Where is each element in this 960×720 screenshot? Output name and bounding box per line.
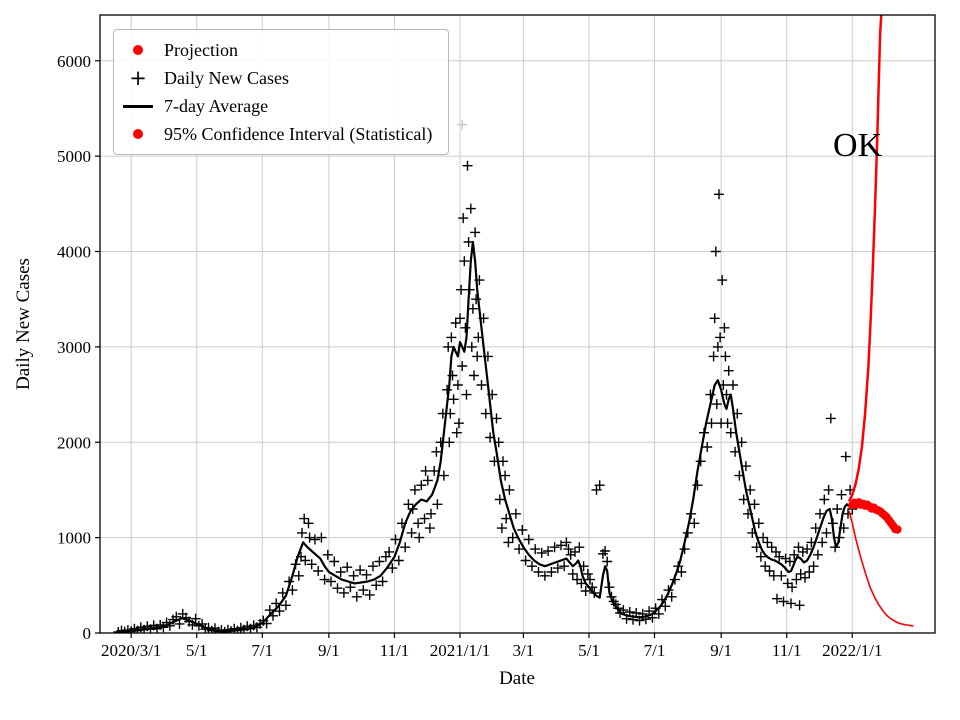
projection-dots	[848, 498, 902, 534]
legend-label: 95% Confidence Interval (Statistical)	[164, 123, 433, 144]
y-tick-label: 5000	[57, 147, 91, 166]
legend-item-confidence-interval: 95% Confidence Interval (Statistical)	[120, 120, 432, 148]
seven-day-average-line	[118, 240, 853, 633]
legend-label: 7-day Average	[164, 95, 269, 116]
tick-marks	[95, 60, 853, 638]
y-tick-label: 0	[83, 624, 92, 643]
x-tick-label: 5/1	[578, 641, 600, 660]
projection-dot-icon	[120, 45, 156, 55]
y-tick-label: 1000	[57, 529, 91, 548]
annotation-text: OK	[833, 127, 883, 164]
legend-item-7day-average: 7-day Average	[120, 92, 432, 120]
x-tick-label: 5/1	[186, 641, 208, 660]
confidence-interval-upper-line	[847, 15, 883, 502]
y-tick-label: 2000	[57, 433, 91, 452]
y-axis-label: Daily New Cases	[13, 258, 34, 390]
legend-label: Daily New Cases	[164, 67, 289, 88]
y-tick-label: 3000	[57, 338, 91, 357]
x-tick-label: 7/1	[644, 641, 666, 660]
confidence-interval-lower-line	[848, 510, 914, 627]
x-axis-label: Date	[499, 668, 535, 689]
x-tick-label: 2021/1/1	[430, 641, 490, 660]
x-tick-label: 11/1	[380, 641, 410, 660]
confidence-dot-icon	[120, 129, 156, 139]
y-tick-label: 6000	[57, 52, 91, 71]
x-tick-label: 11/1	[772, 641, 802, 660]
series-layer	[113, 15, 914, 633]
stray-point-markers	[457, 119, 468, 130]
x-tick-label: 9/1	[710, 641, 732, 660]
plus-marker-icon	[120, 68, 156, 89]
x-tick-label: 9/1	[318, 641, 340, 660]
x-tick-label: 7/1	[251, 641, 273, 660]
tick-label-layer: 2020/3/1 5/1 7/1 9/1 11/1 2021/1/1 3/1 5/1 7/1 9/…	[57, 52, 883, 660]
y-tick-label: 4000	[57, 243, 91, 262]
x-tick-label: 3/1	[513, 641, 535, 660]
legend-label: Projection	[164, 39, 238, 60]
legend-item-daily-new-cases: Daily New Cases	[120, 64, 432, 92]
daily-new-cases-markers	[113, 160, 858, 633]
x-tick-label: 2020/3/1	[101, 641, 161, 660]
x-tick-label: 2022/1/1	[822, 641, 882, 660]
legend: Projection Daily New Cases 7-day Average…	[113, 29, 450, 155]
legend-item-projection: Projection	[120, 36, 432, 64]
line-marker-icon	[120, 105, 156, 108]
axes-spines	[99, 14, 936, 634]
